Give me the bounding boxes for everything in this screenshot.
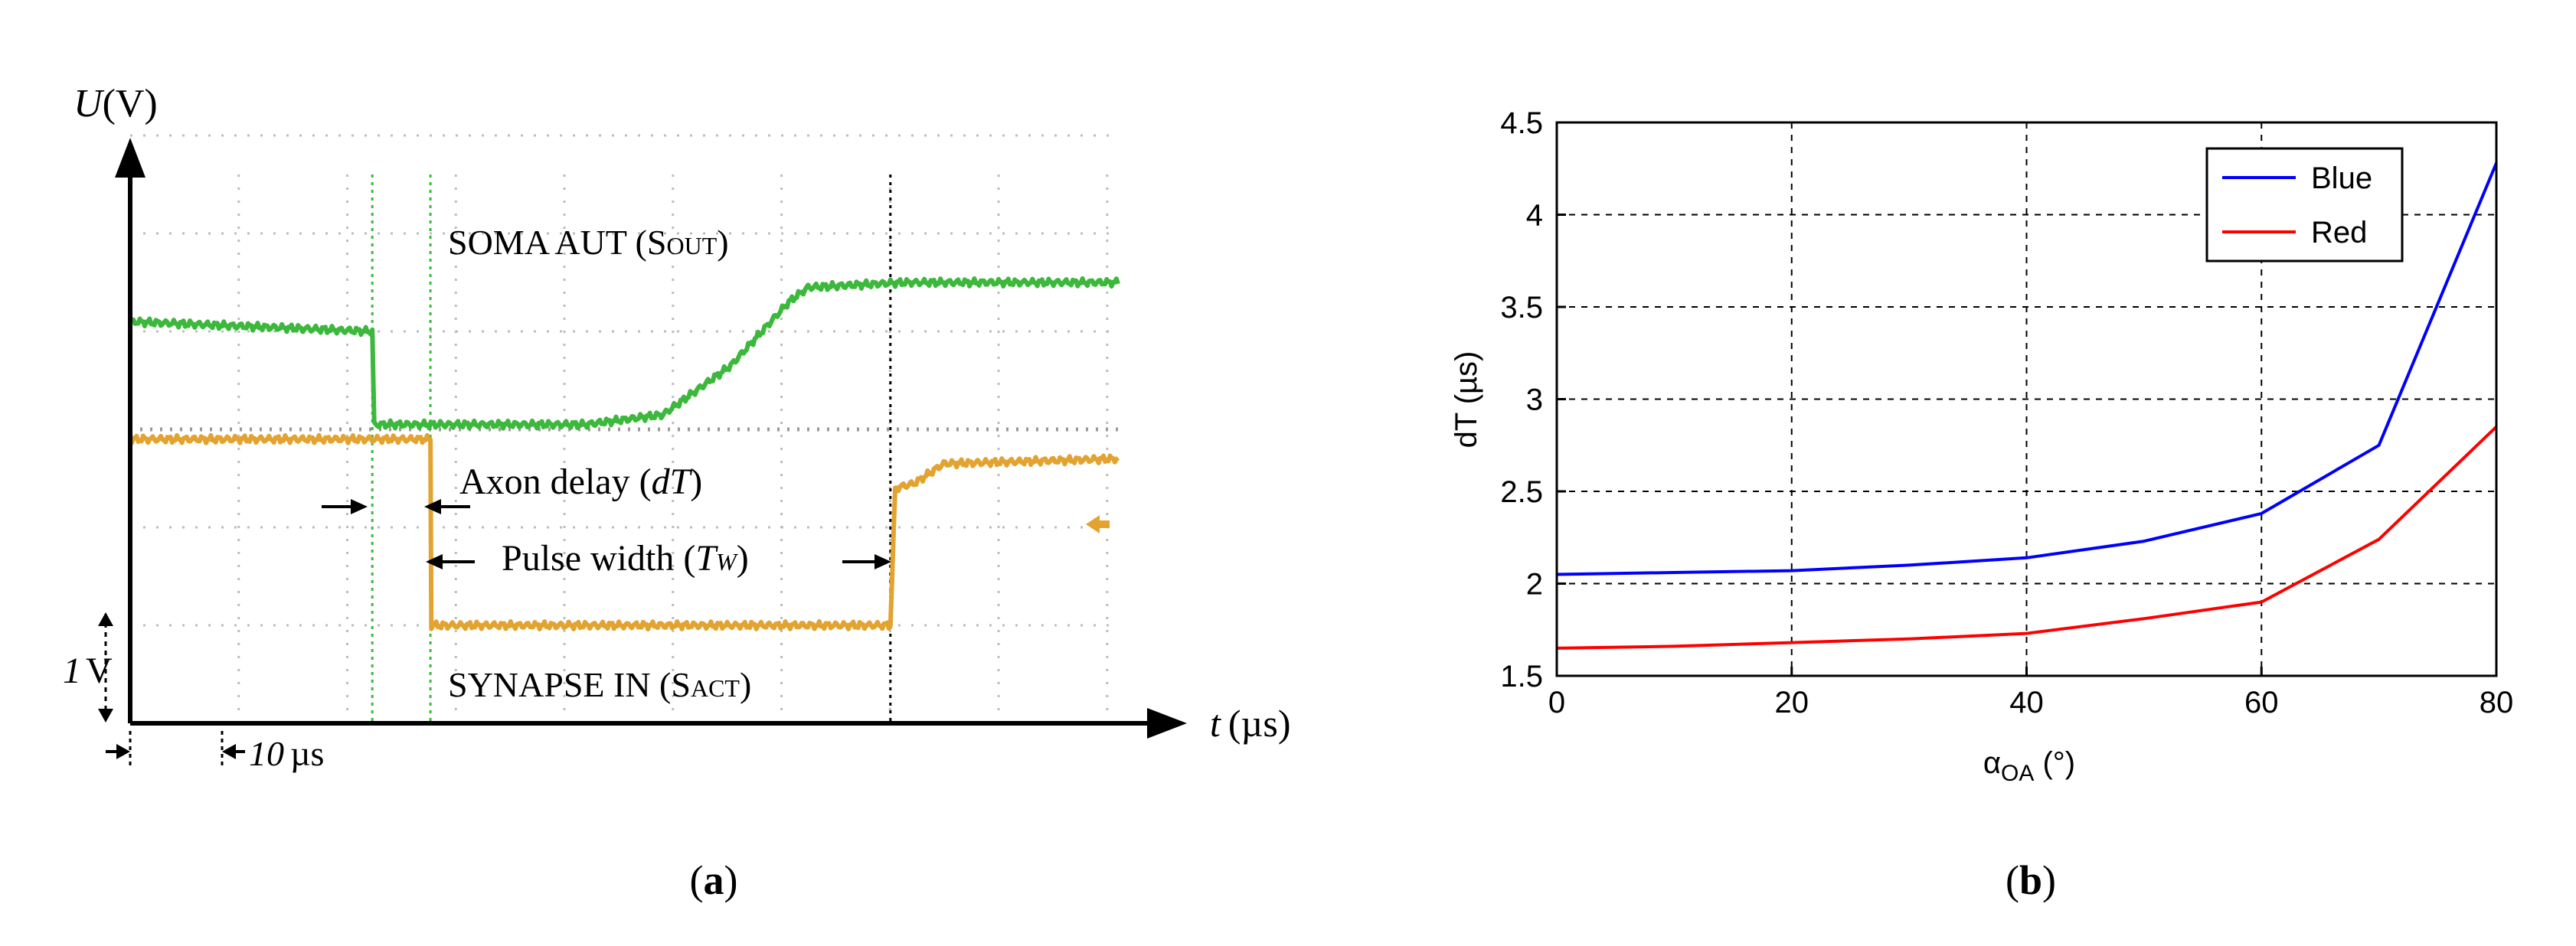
panel-b-y-tick-label: 1.5 <box>1500 660 1543 693</box>
soma-out-label: SOMA AUT (SOUT) <box>448 223 729 262</box>
pulse-width-right-arrow-icon <box>842 554 891 569</box>
panel-b-line-red <box>1556 426 2498 650</box>
panel-b-ticks: 0 20 40 60 80 1.5 2 2.5 3 3.5 4 4.5 <box>1500 106 2513 719</box>
pulse-width-left-arrow-icon <box>426 554 475 569</box>
panel-a-oscilloscope: U(V) t (µs) SOMA AUT (SOUT) SYNAPSE IN (S… <box>63 82 1290 773</box>
panel-a-y-axis-label: U(V) <box>74 82 158 126</box>
panel-b-y-tick-label: 4.5 <box>1500 106 1543 140</box>
time-scale-bar: 10 µs <box>106 731 324 773</box>
panel-a-y-axis-var: U <box>74 82 105 126</box>
panel-b-x-axis-label: αOA (°) <box>1983 746 2075 786</box>
legend-box <box>2205 147 2404 263</box>
axon-delay-left-arrow-icon <box>322 499 368 514</box>
panel-a-y-axis-unit: (V) <box>103 82 158 126</box>
panel-b-chart: 0 20 40 60 80 1.5 2 2.5 3 3.5 4 4.5 dT (µs) αOA (°)… <box>1450 106 2513 786</box>
panel-a-x-axis-arrow-icon <box>1147 708 1187 739</box>
panel-b-line-blue <box>1556 162 2498 576</box>
panel-b-y-axis-label: dT (µs) <box>1450 351 1483 449</box>
axon-delay-label: Axon delay (dT) <box>459 462 702 502</box>
panel-b-y-tick-label: 3 <box>1526 383 1543 417</box>
panel-b-y-tick-label: 2 <box>1526 568 1543 602</box>
panel-b-y-tick-label: 2.5 <box>1500 475 1543 509</box>
panel-b-caption: (b) <box>2006 857 2056 903</box>
panel-b-y-tick-label: 3.5 <box>1500 291 1543 325</box>
panel-a-caption: (a) <box>690 857 738 903</box>
legend-label-red: Red <box>2311 216 2367 250</box>
panel-b-series <box>1556 162 2498 650</box>
panel-b-x-tick-label: 20 <box>1775 686 1809 719</box>
panel-b-grid <box>1557 122 2496 676</box>
trigger-level-marker-icon <box>1086 515 1100 533</box>
panel-a-x-axis-unit: (µs) <box>1228 702 1291 745</box>
panel-a-series <box>128 276 1120 631</box>
panel-b-legend: Blue Red <box>2205 147 2404 263</box>
panel-b-x-tick-label: 40 <box>2009 686 2044 719</box>
panel-a-x-axis-var: t <box>1210 702 1221 745</box>
panel-a-y-axis-arrow-icon <box>115 138 145 178</box>
panel-a-trace-synapse-in <box>128 432 1120 631</box>
legend-label-blue: Blue <box>2311 161 2372 195</box>
panel-b-x-tick-label: 80 <box>2480 686 2514 719</box>
panel-a-x-axis-label: t (µs) <box>1210 702 1290 745</box>
panel-a-trace-soma-out <box>128 276 1120 431</box>
axon-delay-right-arrow-icon <box>424 499 470 514</box>
time-scale-label: 10 µs <box>249 734 324 773</box>
panel-b-x-tick-label: 0 <box>1548 686 1565 719</box>
pulse-width-label: Pulse width (TW) <box>502 538 749 579</box>
panel-b-y-tick-label: 4 <box>1526 199 1543 233</box>
synapse-in-label: SYNAPSE IN (SACT) <box>448 665 751 704</box>
panel-b-x-tick-label: 60 <box>2244 686 2279 719</box>
